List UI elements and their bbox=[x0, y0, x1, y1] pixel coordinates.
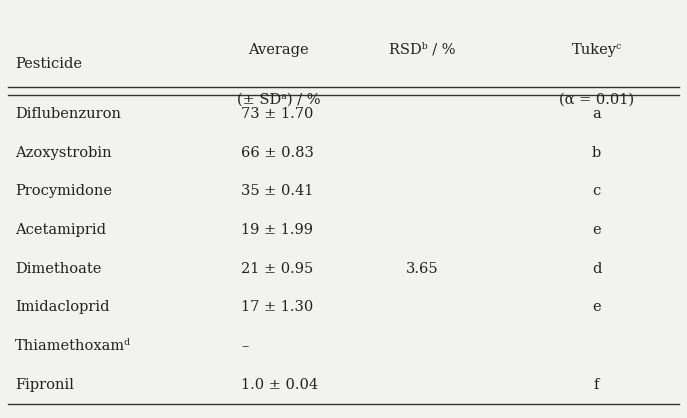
Text: Procymidone: Procymidone bbox=[15, 184, 112, 199]
Text: Pesticide: Pesticide bbox=[15, 57, 82, 71]
Text: f: f bbox=[594, 378, 599, 392]
Text: a: a bbox=[592, 107, 601, 121]
Text: c: c bbox=[592, 184, 601, 199]
Text: 73 ± 1.70: 73 ± 1.70 bbox=[241, 107, 313, 121]
Text: Diflubenzuron: Diflubenzuron bbox=[15, 107, 121, 121]
Text: Tukeyᶜ: Tukeyᶜ bbox=[572, 43, 622, 57]
Text: Azoxystrobin: Azoxystrobin bbox=[15, 146, 112, 160]
Text: (α = 0.01): (α = 0.01) bbox=[559, 93, 634, 107]
Text: e: e bbox=[592, 223, 601, 237]
Text: Fipronil: Fipronil bbox=[15, 378, 74, 392]
Text: Dimethoate: Dimethoate bbox=[15, 262, 102, 276]
Text: 17 ± 1.30: 17 ± 1.30 bbox=[241, 301, 313, 314]
Text: Average: Average bbox=[248, 43, 309, 57]
Text: RSDᵇ / %: RSDᵇ / % bbox=[389, 43, 455, 57]
Text: Thiamethoxamᵈ: Thiamethoxamᵈ bbox=[15, 339, 131, 353]
Text: d: d bbox=[592, 262, 601, 276]
Text: e: e bbox=[592, 301, 601, 314]
Text: 66 ± 0.83: 66 ± 0.83 bbox=[241, 146, 314, 160]
Text: Imidacloprid: Imidacloprid bbox=[15, 301, 109, 314]
Text: b: b bbox=[592, 146, 601, 160]
Text: –: – bbox=[241, 339, 248, 353]
Text: Acetamiprid: Acetamiprid bbox=[15, 223, 106, 237]
Text: 35 ± 0.41: 35 ± 0.41 bbox=[241, 184, 313, 199]
Text: 3.65: 3.65 bbox=[406, 262, 438, 276]
Text: (± SDᵃ) / %: (± SDᵃ) / % bbox=[237, 93, 320, 107]
Text: 19 ± 1.99: 19 ± 1.99 bbox=[241, 223, 313, 237]
Text: 21 ± 0.95: 21 ± 0.95 bbox=[241, 262, 313, 276]
Text: 1.0 ± 0.04: 1.0 ± 0.04 bbox=[241, 378, 318, 392]
